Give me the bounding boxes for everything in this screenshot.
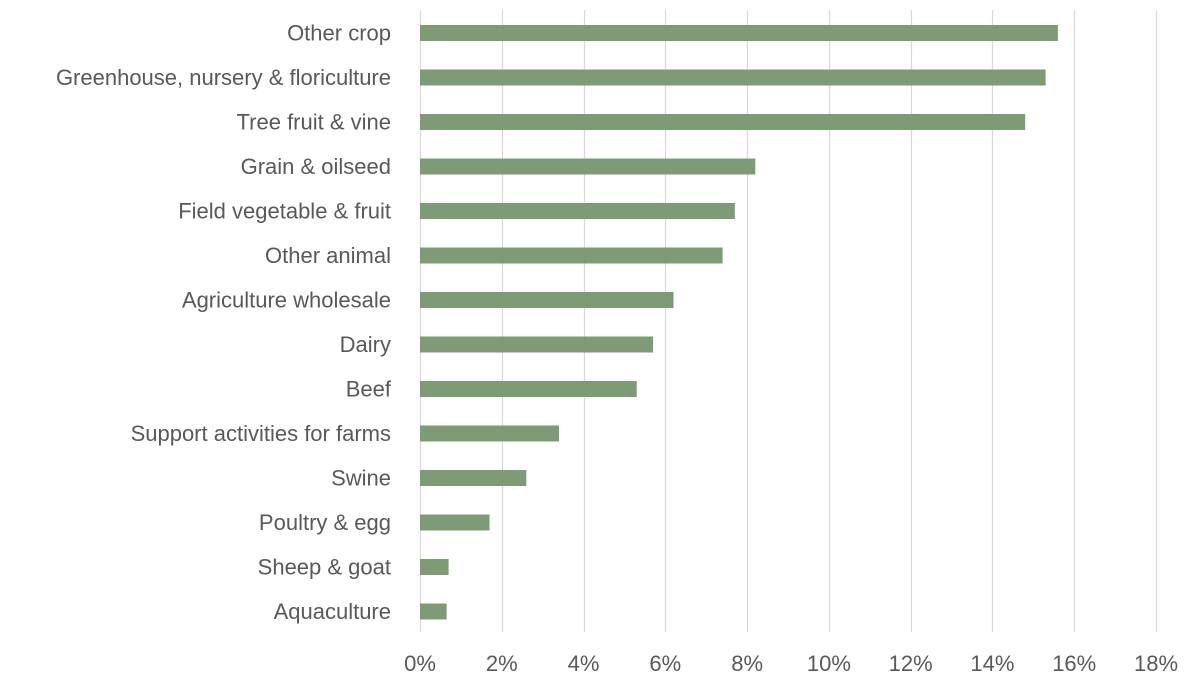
bar — [420, 336, 654, 353]
category-label: Field vegetable & fruit — [178, 199, 391, 224]
bar — [420, 69, 1046, 86]
category-label: Swine — [331, 466, 391, 491]
x-tick-label: 4% — [568, 651, 600, 673]
category-label: Other animal — [265, 243, 391, 268]
bars — [420, 25, 1058, 620]
category-label: Beef — [346, 377, 392, 402]
category-label: Greenhouse, nursery & floriculture — [56, 65, 391, 90]
x-tick-label: 12% — [889, 651, 933, 673]
x-tick-label: 6% — [649, 651, 681, 673]
x-axis-ticks: 0% 2% 4% 6% 8% 10% 12% 14% 16% 18% — [404, 651, 1178, 673]
category-label: Sheep & goat — [258, 555, 391, 580]
bar — [420, 203, 735, 219]
category-label: Dairy — [340, 332, 391, 357]
x-tick-label: 18% — [1134, 651, 1178, 673]
x-tick-label: 2% — [486, 651, 518, 673]
bar — [420, 603, 447, 620]
category-label: Poultry & egg — [259, 510, 391, 535]
bar — [420, 381, 637, 397]
category-label: Grain & oilseed — [241, 154, 391, 179]
x-tick-label: 0% — [404, 651, 436, 673]
gridlines — [419, 10, 1158, 632]
bar — [420, 25, 1058, 41]
x-tick-label: 10% — [807, 651, 851, 673]
x-tick-label: 16% — [1052, 651, 1096, 673]
category-label: Tree fruit & vine — [237, 110, 391, 135]
category-labels: Other crop Greenhouse, nursery & floricul… — [56, 21, 392, 625]
x-tick-label: 14% — [970, 651, 1014, 673]
bar — [420, 559, 449, 575]
x-tick-label: 8% — [731, 651, 763, 673]
bar — [420, 158, 756, 175]
bar — [420, 292, 674, 308]
category-label: Agriculture wholesale — [182, 288, 391, 313]
category-label: Aquaculture — [274, 599, 391, 624]
bar — [420, 514, 490, 531]
bar — [420, 114, 1026, 130]
category-label: Other crop — [287, 21, 391, 46]
bar — [420, 470, 527, 486]
category-label: Support activities for farms — [131, 421, 391, 446]
bar — [420, 247, 723, 264]
bar — [420, 425, 560, 442]
